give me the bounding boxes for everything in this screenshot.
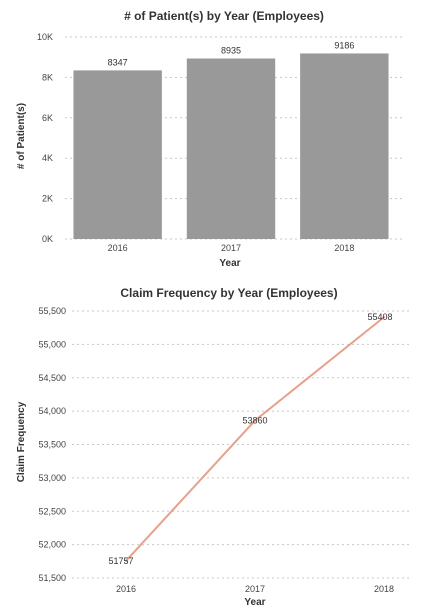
bar-chart-x-axis-title: Year xyxy=(219,258,240,269)
x-tick-label: 2018 xyxy=(334,243,354,253)
bar-chart-patients: # of Patient(s) by Year (Employees) 0K 2K… xyxy=(16,9,405,269)
x-tick-label: 2017 xyxy=(221,243,241,253)
bar xyxy=(300,53,389,240)
y-tick-label: 54,500 xyxy=(38,373,66,383)
y-tick-label: 55,500 xyxy=(38,306,66,316)
line-chart-x-ticks: 2016 2017 2018 xyxy=(116,584,394,594)
y-tick-label: 10K xyxy=(37,32,53,42)
y-tick-label: 4K xyxy=(42,153,53,163)
y-tick-label: 0K xyxy=(42,234,53,244)
bar-value-label: 8935 xyxy=(221,46,241,56)
y-tick-label: 52,500 xyxy=(38,506,66,516)
y-tick-label: 6K xyxy=(42,113,53,123)
x-tick-label: 2017 xyxy=(245,584,265,594)
bar xyxy=(73,70,162,240)
bar-chart-y-axis-title: # of Patient(s) xyxy=(16,103,27,169)
point-value-label: 53860 xyxy=(242,415,267,425)
line-chart-series xyxy=(124,315,386,563)
point-value-label: 55408 xyxy=(367,312,392,322)
bar-chart-bars xyxy=(73,53,389,240)
line-point xyxy=(124,559,128,563)
bar xyxy=(186,58,276,239)
x-tick-label: 2018 xyxy=(374,584,394,594)
bar-value-label: 9186 xyxy=(334,40,354,50)
y-tick-label: 54,000 xyxy=(38,406,66,416)
line-chart-y-axis-title: Claim Frequency xyxy=(16,401,27,482)
line-point xyxy=(382,315,386,319)
x-tick-label: 2016 xyxy=(108,243,128,253)
x-tick-label: 2016 xyxy=(116,584,136,594)
bar-value-label: 8347 xyxy=(108,57,128,67)
line-chart-y-ticks: 51,500 52,000 52,500 53,000 53,500 54,000 54,5… xyxy=(38,306,66,583)
bar-chart-title: # of Patient(s) by Year (Employees) xyxy=(124,9,324,23)
line-chart-x-axis-title: Year xyxy=(244,597,265,608)
y-tick-label: 53,500 xyxy=(38,440,66,450)
y-tick-label: 55,000 xyxy=(38,339,66,349)
line-chart-title: Claim Frequency by Year (Employees) xyxy=(120,286,337,300)
claim-frequency-line xyxy=(125,316,385,562)
y-tick-label: 53,000 xyxy=(38,473,66,483)
y-tick-label: 8K xyxy=(42,72,53,82)
line-chart-data-labels: 51757 53860 55408 xyxy=(108,312,392,566)
y-tick-label: 2K xyxy=(42,194,53,204)
line-chart-gridlines xyxy=(72,310,410,579)
y-tick-label: 52,000 xyxy=(38,540,66,550)
line-point xyxy=(253,419,257,422)
line-chart-claims: Claim Frequency by Year (Employees) 51,5… xyxy=(16,286,410,608)
bar-chart-y-ticks: 0K 2K 4K 6K 8K 10K xyxy=(37,32,53,244)
point-value-label: 51757 xyxy=(108,556,133,566)
y-tick-label: 51,500 xyxy=(38,573,66,583)
bar-chart-x-ticks: 2016 2017 2018 xyxy=(108,243,355,253)
bar-chart-data-labels: 8347 8935 9186 xyxy=(108,40,355,67)
